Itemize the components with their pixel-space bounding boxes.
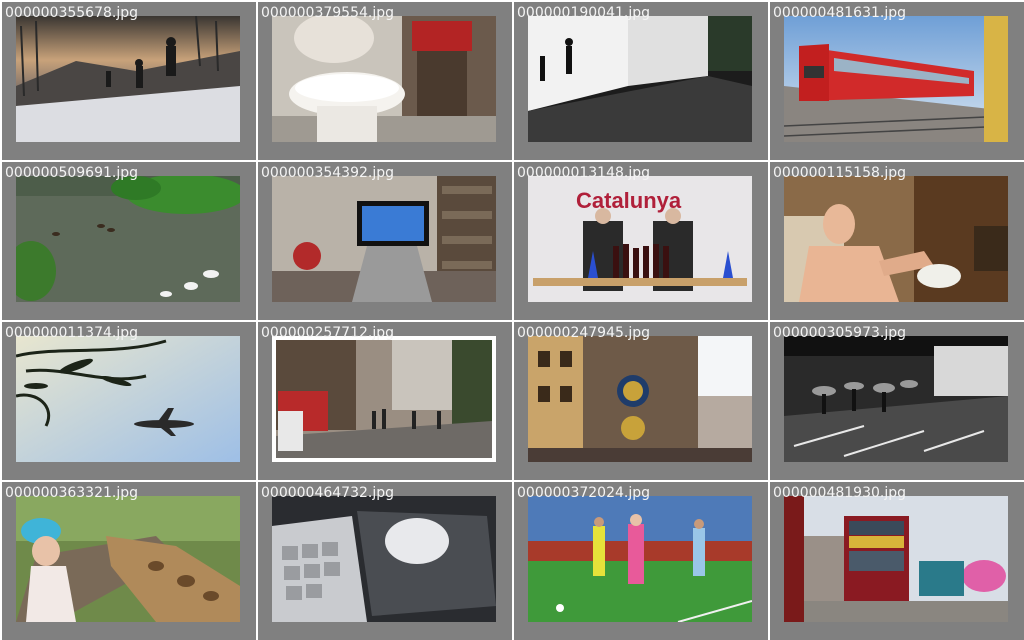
- thumbnail[interactable]: 000000481930.jpg: [770, 482, 1024, 640]
- thumbnail[interactable]: 000000115158.jpg: [770, 162, 1024, 320]
- thumbnail[interactable]: 000000190041.jpg: [514, 2, 768, 160]
- thumbnail[interactable]: 000000464732.jpg: [258, 482, 512, 640]
- photo-soccer: [528, 496, 752, 622]
- photo-skateboarders: [528, 16, 752, 142]
- photo-street: [272, 336, 496, 462]
- thumbnail[interactable]: 000000305973.jpg: [770, 322, 1024, 480]
- photo-skiers: [16, 16, 240, 142]
- thumbnail-filename: 000000481631.jpg: [773, 5, 906, 21]
- photo-bus: [784, 496, 1008, 622]
- thumbnail[interactable]: 000000354392.jpg: [258, 162, 512, 320]
- thumbnail-filename: 000000247945.jpg: [517, 325, 650, 341]
- photo-mouse: [272, 496, 496, 622]
- thumbnail-filename: 000000257712.jpg: [261, 325, 394, 341]
- thumbnail-filename: 000000509691.jpg: [5, 165, 138, 181]
- thumbnail-filename: 000000372024.jpg: [517, 485, 650, 501]
- thumbnail-filename: 000000115158.jpg: [773, 165, 906, 181]
- thumbnail[interactable]: 000000481631.jpg: [770, 2, 1024, 160]
- photo-giraffe: [16, 496, 240, 622]
- thumbnail-filename: 000000379554.jpg: [261, 5, 394, 21]
- catalunya-banner-text: Catalunya: [576, 188, 682, 213]
- thumbnail[interactable]: 000000363321.jpg: [2, 482, 256, 640]
- thumbnail[interactable]: 000000247945.jpg: [514, 322, 768, 480]
- thumbnail-filename: 000000011374.jpg: [5, 325, 138, 341]
- photo-clock-tower: [528, 336, 752, 462]
- thumbnail-filename: 000000464732.jpg: [261, 485, 394, 501]
- thumbnail-filename: 000000013148.jpg: [517, 165, 650, 181]
- thumbnail[interactable]: 000000355678.jpg: [2, 2, 256, 160]
- photo-umbrellas: [784, 336, 1008, 462]
- photo-tv-remote: [272, 176, 496, 302]
- thumbnail-filename: 000000305973.jpg: [773, 325, 906, 341]
- thumbnail-filename: 000000355678.jpg: [5, 5, 138, 21]
- thumbnail[interactable]: 000000372024.jpg: [514, 482, 768, 640]
- photo-airplane: [16, 336, 240, 462]
- thumbnail-filename: 000000481930.jpg: [773, 485, 906, 501]
- thumbnail[interactable]: 000000013148.jpg Catalunya: [514, 162, 768, 320]
- thumbnail[interactable]: 000000011374.jpg: [2, 322, 256, 480]
- thumbnail-filename: 000000363321.jpg: [5, 485, 138, 501]
- photo-pond: [16, 176, 240, 302]
- photo-train: [784, 16, 1008, 142]
- thumbnail[interactable]: 000000257712.jpg: [258, 322, 512, 480]
- thumbnail[interactable]: 000000379554.jpg: [258, 2, 512, 160]
- thumbnail[interactable]: 000000509691.jpg: [2, 162, 256, 320]
- thumbnail-filename: 000000354392.jpg: [261, 165, 394, 181]
- photo-man-cutting: [784, 176, 1008, 302]
- thumbnail-filename: 000000190041.jpg: [517, 5, 650, 21]
- photo-toilet: [272, 16, 496, 142]
- photo-wine: Catalunya: [528, 176, 752, 302]
